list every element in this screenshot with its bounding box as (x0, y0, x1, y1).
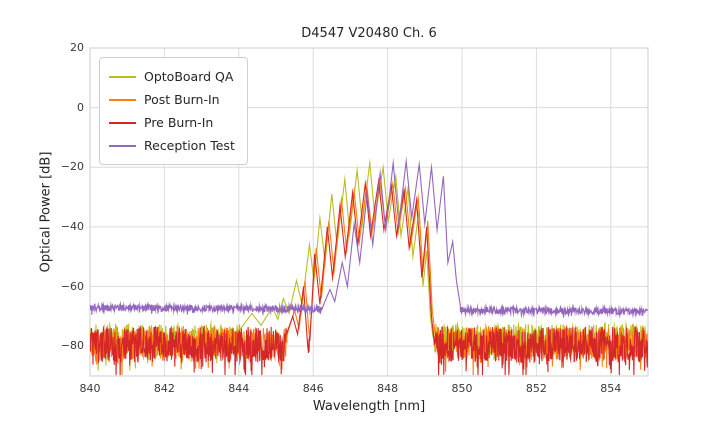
legend-label: OptoBoard QA (144, 69, 234, 84)
x-tick-label: 850 (451, 382, 473, 395)
legend-line-swatch (109, 75, 136, 78)
legend-line-swatch (109, 121, 136, 124)
x-axis-label: Wavelength [nm] (312, 399, 426, 414)
y-tick-label: −60 (60, 279, 84, 293)
x-tick-label: 846 (302, 382, 324, 395)
x-tick-label: 842 (153, 382, 175, 395)
x-tick-label: 852 (525, 382, 547, 395)
y-tick-label: −40 (60, 219, 84, 233)
legend-item: OptoBoard QA (109, 65, 235, 88)
y-tick-label: 20 (70, 41, 84, 54)
legend-item: Pre Burn-In (109, 111, 235, 134)
y-tick-label: −20 (60, 160, 84, 174)
x-tick-label: 848 (377, 382, 399, 395)
x-tick-label: 854 (600, 382, 622, 395)
legend-label: Reception Test (144, 138, 235, 153)
legend-label: Post Burn-In (144, 92, 220, 107)
y-tick-label: −80 (60, 339, 84, 353)
x-tick-label: 840 (79, 382, 101, 395)
legend-line-swatch (109, 144, 136, 147)
legend-item: Post Burn-In (109, 88, 235, 111)
legend-label: Pre Burn-In (144, 115, 214, 130)
chart-title: D4547 V20480 Ch. 6 (301, 26, 437, 41)
x-tick-label: 844 (228, 382, 250, 395)
legend: OptoBoard QA Post Burn-In Pre Burn-In Recep… (99, 57, 248, 165)
y-tick-label: 0 (77, 100, 84, 114)
legend-item: Reception Test (109, 134, 235, 157)
legend-line-swatch (109, 98, 136, 101)
